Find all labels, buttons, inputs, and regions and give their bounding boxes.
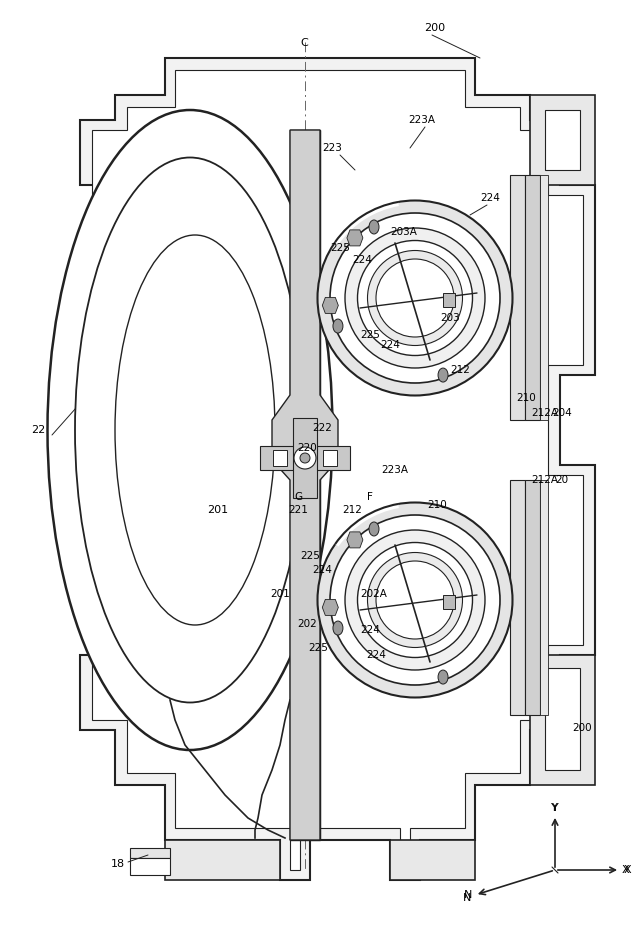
Text: Y: Y: [550, 803, 557, 813]
Ellipse shape: [47, 110, 333, 750]
Text: 18: 18: [111, 859, 125, 869]
Text: 204: 204: [552, 408, 572, 418]
Ellipse shape: [376, 561, 454, 639]
Polygon shape: [273, 450, 287, 466]
Ellipse shape: [367, 552, 463, 647]
Text: 212: 212: [342, 505, 362, 515]
Ellipse shape: [300, 453, 310, 463]
Text: N: N: [464, 890, 472, 900]
Text: 202A: 202A: [360, 589, 387, 599]
Text: C: C: [300, 38, 308, 48]
Text: 224: 224: [366, 650, 386, 660]
Text: 221: 221: [288, 505, 308, 515]
Polygon shape: [443, 595, 455, 609]
Ellipse shape: [358, 543, 472, 658]
Polygon shape: [525, 480, 540, 715]
Text: 202: 202: [297, 619, 317, 629]
Polygon shape: [545, 668, 580, 770]
Polygon shape: [323, 599, 339, 615]
Ellipse shape: [369, 220, 379, 234]
Text: 224: 224: [312, 565, 332, 575]
Text: N: N: [463, 893, 471, 903]
Ellipse shape: [75, 157, 305, 703]
Text: 201: 201: [270, 589, 290, 599]
Ellipse shape: [345, 228, 485, 368]
Text: 203: 203: [440, 313, 460, 323]
Polygon shape: [525, 175, 540, 420]
Ellipse shape: [115, 235, 275, 625]
Text: 210: 210: [427, 500, 447, 510]
Ellipse shape: [438, 368, 448, 382]
Ellipse shape: [333, 319, 343, 333]
Text: 212A: 212A: [531, 408, 559, 418]
Text: 212A: 212A: [531, 475, 559, 485]
Ellipse shape: [333, 621, 343, 635]
Polygon shape: [293, 418, 317, 498]
Text: X: X: [623, 865, 631, 875]
Text: 222: 222: [312, 423, 332, 433]
Polygon shape: [80, 58, 595, 880]
Polygon shape: [443, 293, 455, 307]
Ellipse shape: [294, 447, 316, 469]
Ellipse shape: [317, 200, 513, 395]
Polygon shape: [530, 95, 595, 185]
Text: 200: 200: [424, 23, 445, 33]
Text: 224: 224: [360, 625, 380, 635]
Text: 225: 225: [300, 551, 320, 561]
Text: 225: 225: [308, 643, 328, 653]
Polygon shape: [540, 175, 548, 420]
Ellipse shape: [438, 670, 448, 684]
Text: X: X: [621, 865, 629, 875]
Polygon shape: [510, 480, 525, 715]
Text: 203A: 203A: [390, 227, 417, 237]
Polygon shape: [347, 532, 363, 548]
Text: Y: Y: [552, 803, 558, 813]
Ellipse shape: [345, 530, 485, 670]
Ellipse shape: [369, 522, 379, 536]
Polygon shape: [130, 858, 170, 875]
Text: 201: 201: [207, 505, 228, 515]
Text: G: G: [294, 492, 302, 502]
Text: 224: 224: [352, 255, 372, 265]
Ellipse shape: [367, 250, 463, 345]
Polygon shape: [530, 655, 595, 785]
Polygon shape: [260, 446, 350, 470]
Text: 20: 20: [556, 475, 568, 485]
Polygon shape: [130, 848, 170, 858]
Ellipse shape: [376, 259, 454, 337]
Ellipse shape: [317, 502, 513, 697]
Polygon shape: [323, 297, 339, 313]
Text: 223A: 223A: [381, 465, 408, 475]
Polygon shape: [92, 70, 583, 870]
Polygon shape: [510, 175, 525, 420]
Text: F: F: [367, 492, 373, 502]
Text: 225: 225: [360, 330, 380, 340]
Text: 220: 220: [297, 443, 317, 453]
Ellipse shape: [358, 241, 472, 356]
Text: 224: 224: [380, 340, 400, 350]
Text: 223: 223: [322, 143, 342, 153]
Polygon shape: [290, 130, 320, 840]
Text: 210: 210: [516, 393, 536, 403]
Text: 212: 212: [450, 365, 470, 375]
Text: 225: 225: [330, 243, 350, 253]
Text: 223A: 223A: [408, 115, 435, 125]
Polygon shape: [545, 110, 580, 170]
Text: 224: 224: [480, 193, 500, 203]
Polygon shape: [323, 450, 337, 466]
Text: 200: 200: [572, 723, 592, 733]
Text: 22: 22: [31, 425, 45, 435]
Polygon shape: [347, 230, 363, 246]
Polygon shape: [390, 840, 475, 880]
Ellipse shape: [330, 213, 500, 383]
Polygon shape: [165, 840, 280, 880]
Polygon shape: [540, 480, 548, 715]
Ellipse shape: [330, 515, 500, 685]
Polygon shape: [272, 130, 338, 840]
